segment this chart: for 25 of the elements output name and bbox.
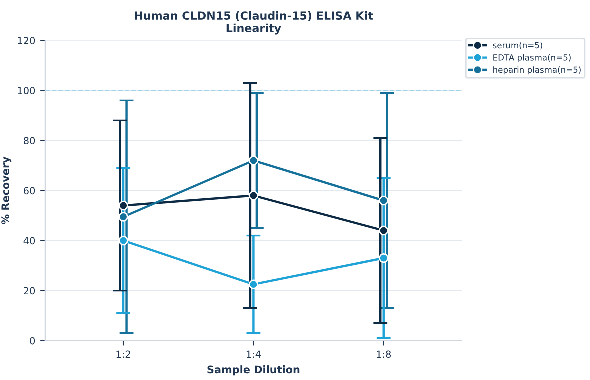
y-tick-label: 40 [24,237,36,245]
x-axis-title: Sample Dilution [208,366,300,376]
point [248,156,259,166]
y-tick-label: 80 [24,137,36,145]
legend-label: EDTA plasma(n=5) [494,54,571,62]
point [118,200,128,211]
x-tick-label: 1:4 [246,350,261,358]
point [248,190,259,201]
y-axis-title: % Recovery [2,156,12,225]
point [248,280,259,290]
x-tick-label: 1:8 [377,350,392,358]
legend-label: serum(n=5) [493,42,542,50]
y-tick-label: 100 [18,87,36,95]
point [379,196,389,206]
point [379,226,389,236]
legend-label: heparin plasma(n=5) [494,66,581,75]
y-tick-label: 0 [30,337,36,345]
point [118,212,128,222]
point [118,236,128,246]
chart-title: Human CLDN15 (Claudin-15) ELISA Kit Linearity [135,11,374,35]
y-tick-label: 20 [24,287,36,295]
point [379,253,389,264]
y-tick-label: 120 [18,37,36,44]
x-tick-label: 1:2 [116,350,130,358]
y-tick-label: 60 [24,187,36,195]
